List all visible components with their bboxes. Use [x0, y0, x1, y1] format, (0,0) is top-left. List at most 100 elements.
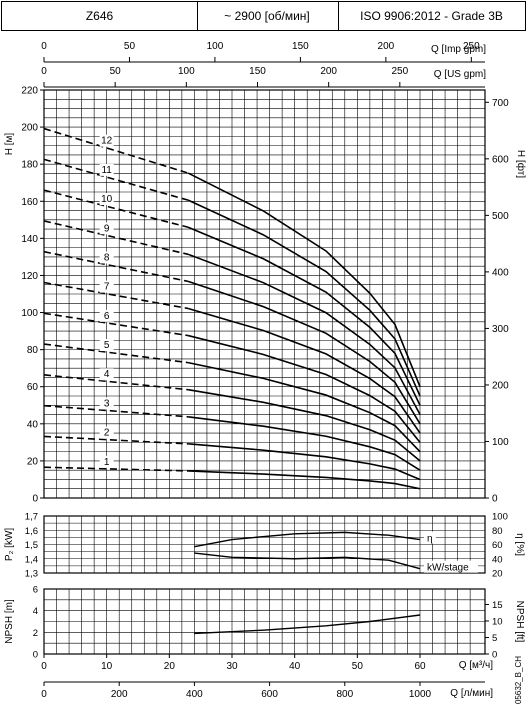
head-curve-3-dashed — [43, 404, 189, 418]
stage-label-bg — [99, 309, 114, 322]
bottom-axis-tick-label: 0 — [41, 661, 47, 672]
head-ytick-label: 60 — [27, 382, 39, 393]
top-axis-label-0: Q [Imp gpm] — [431, 44, 486, 55]
stage-label-bg — [99, 193, 114, 206]
standard-label: ISO 9906:2012 - Grade 3B — [360, 9, 503, 23]
head-curve-1 — [188, 470, 421, 490]
head-curve-8 — [187, 280, 421, 425]
head-curve-11 — [187, 199, 421, 397]
head-y2tick-label: 600 — [492, 154, 509, 165]
npsh-y2tick-label: 5 — [492, 633, 497, 644]
power-curve-0 — [194, 531, 421, 548]
head-curve-3 — [188, 415, 421, 471]
bottom-axis-tick-label: 40 — [289, 661, 301, 672]
head-y2tick-label: 0 — [492, 494, 498, 505]
head-y2tick-label: 500 — [492, 211, 509, 222]
power-legend-bg — [424, 531, 436, 544]
head-y2tick-label: 300 — [492, 324, 509, 335]
stage-label-1: 1 — [104, 457, 110, 468]
stage-label-bg — [99, 222, 114, 235]
head-curve-6-dashed — [43, 312, 189, 337]
power-ytick-label: 1,4 — [25, 554, 38, 565]
stage-label-bg — [99, 163, 114, 176]
top-axis-tick-label: 0 — [41, 66, 47, 77]
head-ytick-label: 20 — [27, 456, 39, 467]
head-curve-2-dashed — [43, 435, 189, 445]
stage-label-8: 8 — [104, 252, 110, 263]
head-ytick-label: 200 — [21, 123, 38, 134]
power-ytick-label: 1,7 — [25, 512, 38, 523]
bottom-axis-tick-label: 60 — [414, 661, 426, 672]
head-curve-2 — [188, 443, 421, 481]
top-axis-tick-label: 150 — [292, 41, 309, 52]
stage-label-bg — [99, 426, 114, 439]
stage-label-bg — [99, 134, 114, 147]
stage-label-bg — [99, 280, 114, 293]
stage-label-bg — [99, 368, 114, 381]
stage-label-6: 6 — [104, 311, 110, 322]
eff-ytick-label: 80 — [492, 526, 503, 537]
top-axis-label-1: Q [US gpm] — [434, 69, 486, 80]
head-ytick-label: 40 — [27, 419, 39, 430]
stage-label-4: 4 — [104, 369, 110, 380]
bottom-axis-tick-label: 400 — [186, 689, 203, 700]
head-y2tick-label: 400 — [492, 267, 509, 278]
stage-label-9: 9 — [104, 223, 110, 234]
model-cell: Z646 — [1, 1, 198, 31]
top-axis-tick-label: 150 — [249, 66, 266, 77]
npsh-ylabel: NPSH [m] — [4, 599, 15, 644]
head-curve-6 — [187, 334, 421, 443]
stage-label-12: 12 — [101, 136, 113, 147]
head-curve-4 — [188, 388, 421, 462]
footer-code: 05632_B_CH — [514, 656, 523, 704]
bottom-axis-tick-label: 20 — [164, 661, 176, 672]
npsh-y2label: NPSH [ft] — [514, 601, 525, 643]
eff-ylabel: η [%] — [514, 533, 525, 556]
npsh-y2tick-label: 10 — [492, 616, 503, 627]
top-axis-tick-label: 250 — [391, 66, 408, 77]
head-curve-4-dashed — [43, 374, 189, 391]
power-ytick-label: 1,3 — [25, 569, 38, 580]
top-axis-tick-label: 50 — [124, 41, 136, 52]
head-ytick-label: 120 — [21, 271, 38, 282]
stage-label-bg — [99, 455, 114, 468]
eff-ytick-label: 100 — [492, 512, 508, 523]
stage-label-11: 11 — [101, 165, 112, 176]
top-axis-tick-label: 0 — [41, 41, 47, 52]
head-curve-7-dashed — [43, 281, 189, 310]
head-curve-9 — [187, 253, 421, 415]
eff-ytick-label: 60 — [492, 540, 503, 551]
head-curve-12-dashed — [43, 127, 189, 174]
npsh-y2tick-label: 15 — [492, 600, 503, 611]
bottom-axis-tick-label: 0 — [41, 689, 47, 700]
eff-ytick-label: 40 — [492, 554, 503, 565]
head-ytick-label: 180 — [21, 160, 38, 171]
head-ytick-label: 80 — [27, 345, 39, 356]
speed-label: ~ 2900 [об/мин] — [224, 9, 310, 23]
head-curve-7 — [187, 307, 421, 434]
top-axis-tick-label: 200 — [320, 66, 337, 77]
head-ytick-label: 140 — [21, 234, 38, 245]
head-curve-11-dashed — [43, 158, 189, 201]
stage-label-bg — [99, 397, 114, 410]
model-name: Z646 — [85, 9, 114, 23]
head-ytick-label: 100 — [21, 308, 38, 319]
head-curve-5 — [187, 361, 421, 453]
npsh-ytick-label: 0 — [33, 650, 38, 661]
head-y2tick-label: 200 — [492, 380, 509, 391]
head-curve-12 — [187, 172, 421, 388]
bottom-axis-label-0: Q [м³/ч] — [459, 660, 494, 671]
standard-cell: ISO 9906:2012 - Grade 3B — [338, 1, 526, 31]
head-curve-9-dashed — [43, 220, 189, 256]
head-curve-10-dashed — [43, 189, 189, 229]
stage-label-bg — [99, 251, 114, 264]
head-ytick-label: 0 — [32, 494, 38, 505]
power-legend-bg — [424, 560, 478, 573]
stage-label-10: 10 — [101, 194, 113, 205]
speed-cell: ~ 2900 [об/мин] — [196, 1, 339, 31]
stage-label-2: 2 — [104, 428, 110, 439]
head-curve-5-dashed — [43, 343, 189, 364]
bottom-axis-tick-label: 50 — [352, 661, 364, 672]
power-legend-0: η — [427, 534, 433, 545]
bottom-axis-tick-label: 800 — [336, 689, 353, 700]
